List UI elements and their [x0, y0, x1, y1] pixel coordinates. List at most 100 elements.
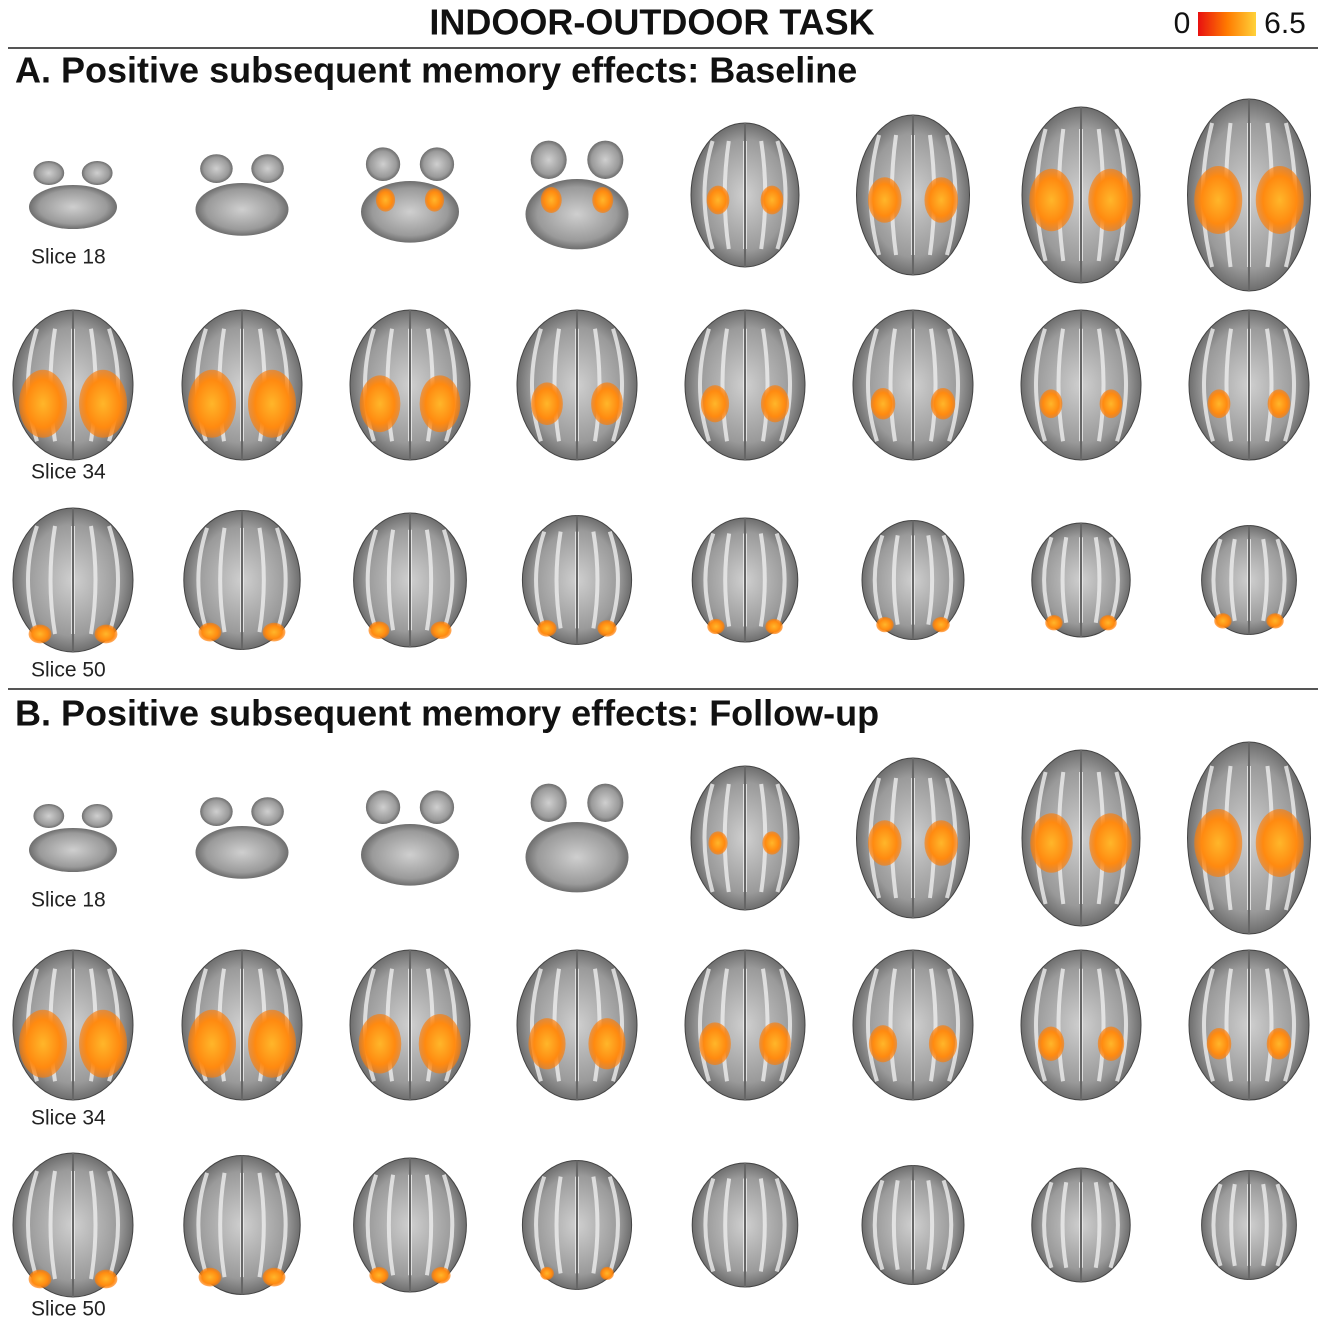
- activation: [537, 620, 556, 636]
- activation: [707, 186, 730, 215]
- figure: INDOOR-OUTDOOR TASK 0 6.5 A. Positive su…: [0, 0, 1323, 1322]
- activation: [248, 1010, 296, 1078]
- activation: [597, 620, 616, 636]
- panel: A. Positive subsequent memory effects: B…: [13, 50, 1311, 682]
- brain-lobe: [587, 784, 623, 822]
- brain-slice: [29, 185, 117, 229]
- brain-slice: [361, 824, 459, 886]
- activation: [1030, 813, 1073, 873]
- brain-lobe: [531, 784, 567, 822]
- activation: [1268, 389, 1291, 418]
- activation: [588, 1018, 625, 1069]
- activation: [19, 1010, 67, 1078]
- activation: [368, 621, 389, 639]
- activation: [248, 370, 296, 438]
- activation: [1100, 389, 1123, 418]
- activation: [1256, 809, 1304, 877]
- activation: [419, 1014, 462, 1074]
- activation: [759, 1022, 791, 1065]
- brain-slice: [196, 826, 289, 879]
- activation: [1208, 389, 1231, 418]
- brain-lobe: [587, 141, 623, 179]
- brain-lobe: [420, 790, 454, 824]
- activation: [1194, 166, 1242, 234]
- activation: [708, 831, 727, 854]
- activation: [924, 820, 958, 866]
- activation: [761, 385, 789, 422]
- activation: [924, 177, 958, 223]
- activation: [369, 1267, 388, 1283]
- slice-label: Slice 34: [31, 461, 106, 484]
- activation: [592, 187, 613, 213]
- activation: [540, 1267, 554, 1280]
- brain-lobe: [366, 147, 400, 181]
- activation: [420, 375, 461, 432]
- brain-lobe: [33, 161, 64, 185]
- activation: [1089, 813, 1132, 873]
- panel-title: B. Positive subsequent memory effects: F…: [15, 693, 879, 734]
- colorbar-min: 0: [1174, 7, 1191, 40]
- brain-lobe: [82, 804, 113, 828]
- activation: [1256, 166, 1304, 234]
- activation: [188, 370, 236, 438]
- colorbar: [1198, 12, 1256, 36]
- activation: [199, 1268, 222, 1287]
- activation: [876, 617, 893, 632]
- brain-slice: [361, 181, 459, 243]
- activation: [1045, 615, 1062, 630]
- activation: [1088, 169, 1132, 231]
- figure-title: INDOOR-OUTDOOR TASK: [429, 2, 874, 43]
- slice-label: Slice 50: [31, 1298, 106, 1321]
- brain-lobe: [251, 797, 284, 826]
- activation: [701, 385, 729, 422]
- brain-lobe: [366, 790, 400, 824]
- activation: [431, 621, 452, 639]
- activation: [29, 1270, 52, 1289]
- brain-slice: [196, 183, 289, 236]
- activation: [931, 388, 956, 420]
- panels: A. Positive subsequent memory effects: B…: [13, 50, 1311, 1321]
- activation: [1029, 169, 1073, 231]
- activation: [869, 1025, 897, 1062]
- activation: [868, 820, 902, 866]
- activation: [95, 625, 118, 644]
- activation: [1207, 1028, 1232, 1060]
- activation: [95, 1270, 118, 1289]
- activation: [376, 188, 395, 211]
- activation: [79, 370, 127, 438]
- brain-lobe: [420, 147, 454, 181]
- brain-lobe: [251, 154, 284, 183]
- activation: [199, 623, 222, 642]
- activation: [79, 1010, 127, 1078]
- activation: [1194, 809, 1242, 877]
- activation: [929, 1025, 957, 1062]
- brain-lobe: [531, 141, 567, 179]
- activation: [360, 375, 401, 432]
- activation: [188, 1010, 236, 1078]
- activation: [19, 370, 67, 438]
- slice-label: Slice 34: [31, 1107, 106, 1130]
- activation: [600, 1267, 614, 1280]
- activation: [761, 186, 784, 215]
- brain-lobe: [33, 804, 64, 828]
- activation: [263, 1268, 286, 1287]
- activation: [591, 382, 623, 425]
- slice-label: Slice 50: [31, 659, 106, 682]
- brain-slice: [29, 828, 117, 872]
- activation: [1266, 613, 1283, 628]
- brain-slice: [526, 179, 629, 249]
- activation: [1098, 1027, 1124, 1061]
- activation: [765, 619, 782, 634]
- activation: [263, 623, 286, 642]
- activation: [1214, 613, 1231, 628]
- activation: [868, 177, 902, 223]
- activation: [707, 619, 724, 634]
- activation: [762, 831, 781, 854]
- brain-slice: [526, 822, 629, 892]
- activation: [29, 625, 52, 644]
- brain-lobe: [200, 154, 233, 183]
- colorbar-max: 6.5: [1264, 7, 1306, 40]
- panel: B. Positive subsequent memory effects: F…: [13, 693, 1311, 1321]
- slice-label: Slice 18: [31, 889, 106, 912]
- activation: [531, 382, 563, 425]
